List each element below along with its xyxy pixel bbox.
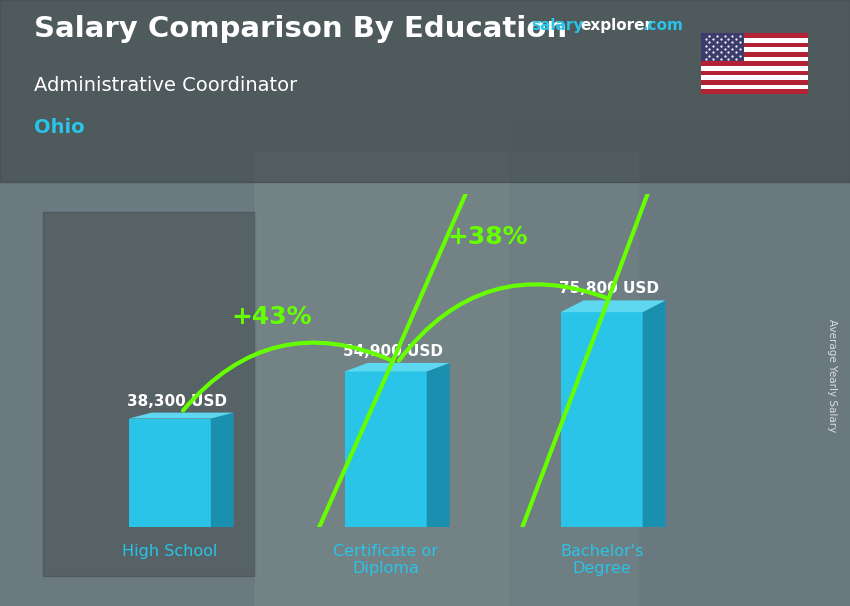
Polygon shape — [643, 301, 666, 527]
Bar — [255, 152, 638, 606]
Bar — [701, 47, 808, 52]
Bar — [701, 33, 808, 38]
Bar — [561, 312, 643, 527]
Bar — [701, 61, 808, 66]
Text: 38,300 USD: 38,300 USD — [127, 393, 227, 408]
Bar — [701, 56, 808, 61]
Text: Salary Comparison By Education: Salary Comparison By Education — [34, 15, 567, 43]
Bar — [701, 42, 808, 47]
Polygon shape — [128, 413, 234, 419]
Text: +43%: +43% — [232, 305, 312, 329]
Bar — [701, 80, 808, 85]
Text: 54,900 USD: 54,900 USD — [343, 344, 443, 359]
Polygon shape — [211, 413, 234, 527]
Bar — [701, 89, 808, 94]
Text: Administrative Coordinator: Administrative Coordinator — [34, 76, 298, 95]
Bar — [701, 33, 744, 61]
Bar — [0, 0, 850, 182]
Bar — [701, 38, 808, 42]
Text: Average Yearly Salary: Average Yearly Salary — [827, 319, 837, 432]
Polygon shape — [561, 301, 666, 312]
Bar — [701, 85, 808, 89]
Polygon shape — [427, 363, 450, 527]
Text: Ohio: Ohio — [34, 118, 85, 137]
Text: +38%: +38% — [448, 225, 528, 249]
Bar — [701, 75, 808, 80]
Bar — [128, 419, 211, 527]
Bar — [510, 121, 850, 606]
Bar — [345, 371, 427, 527]
FancyArrowPatch shape — [183, 0, 559, 606]
Bar — [42, 212, 255, 576]
Bar — [701, 71, 808, 75]
Text: explorer: explorer — [581, 18, 653, 33]
Text: .com: .com — [643, 18, 683, 33]
Polygon shape — [345, 363, 450, 371]
Bar — [701, 52, 808, 56]
Text: salary: salary — [531, 18, 584, 33]
FancyArrowPatch shape — [399, 0, 754, 606]
Text: 75,800 USD: 75,800 USD — [558, 281, 659, 296]
Bar — [701, 66, 808, 71]
